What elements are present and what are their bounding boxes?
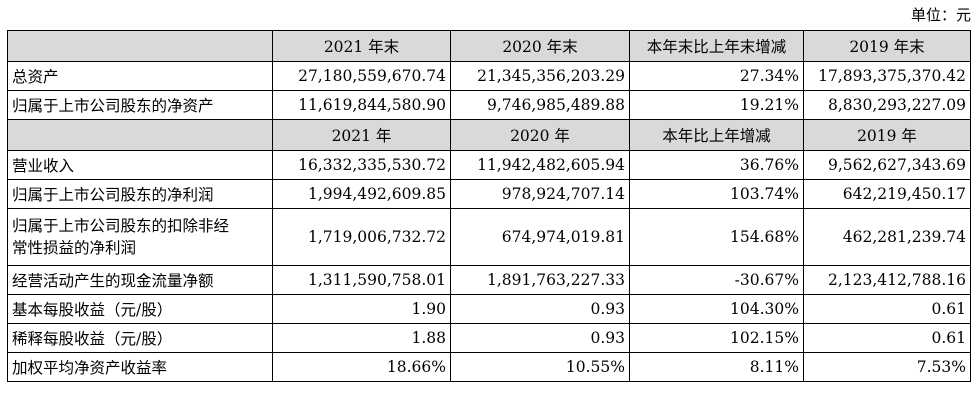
cell-value: 462,281,239.74 <box>803 208 971 266</box>
header-2021-end: 2021 年末 <box>272 30 451 62</box>
cell-value: 1,719,006,732.72 <box>272 208 451 266</box>
cell-value: 1.88 <box>272 323 451 353</box>
row-label: 稀释每股收益（元/股） <box>7 323 273 353</box>
balance-header-row: 2021 年末 2020 年末 本年末比上年末增减 2019 年末 <box>7 30 971 62</box>
row-label-line2: 常性损益的净利润 <box>12 239 137 257</box>
cell-value: 1.90 <box>272 294 451 324</box>
row-label: 归属于上市公司股东的净资产 <box>7 90 273 120</box>
cell-value: 11,619,844,580.90 <box>272 90 451 120</box>
header-blank-cell <box>7 119 273 151</box>
cell-value: 27,180,559,670.74 <box>272 61 451 91</box>
cell-value: 0.61 <box>803 294 971 324</box>
row-label: 基本每股收益（元/股） <box>7 294 273 324</box>
income-header-row: 2021 年 2020 年 本年比上年增减 2019 年 <box>7 119 971 151</box>
header-2021: 2021 年 <box>272 119 451 151</box>
cell-value: 7.53% <box>803 352 971 382</box>
header-change-end: 本年末比上年末增减 <box>629 30 804 62</box>
cell-value: 0.93 <box>450 323 630 353</box>
table-row: 归属于上市公司股东的净资产 11,619,844,580.90 9,746,98… <box>7 90 971 120</box>
table-row: 加权平均净资产收益率 18.66% 10.55% 8.11% 7.53% <box>7 352 971 382</box>
cell-value: 1,311,590,758.01 <box>272 265 451 295</box>
cell-value: 674,974,019.81 <box>450 208 630 266</box>
header-2020: 2020 年 <box>450 119 630 151</box>
cell-value: 9,746,985,489.88 <box>450 90 630 120</box>
cell-value: -30.67% <box>629 265 804 295</box>
table-row: 营业收入 16,332,335,530.72 11,942,482,605.94… <box>7 150 971 180</box>
cell-value: 0.61 <box>803 323 971 353</box>
cell-value: 10.55% <box>450 352 630 382</box>
row-label: 加权平均净资产收益率 <box>7 352 273 382</box>
unit-label: 单位：元 <box>910 6 971 24</box>
row-label: 归属于上市公司股东的扣除非经 常性损益的净利润 <box>7 208 273 266</box>
row-label: 营业收入 <box>7 150 273 180</box>
header-2020-end: 2020 年末 <box>450 30 630 62</box>
header-2019: 2019 年 <box>803 119 971 151</box>
cell-value: 8.11% <box>629 352 804 382</box>
table-row: 稀释每股收益（元/股） 1.88 0.93 102.15% 0.61 <box>7 323 971 353</box>
cell-value: 19.21% <box>629 90 804 120</box>
cell-value: 11,942,482,605.94 <box>450 150 630 180</box>
cell-value: 2,123,412,788.16 <box>803 265 971 295</box>
cell-value: 0.93 <box>450 294 630 324</box>
table-row: 基本每股收益（元/股） 1.90 0.93 104.30% 0.61 <box>7 294 971 324</box>
cell-value: 1,994,492,609.85 <box>272 179 451 209</box>
table-row: 归属于上市公司股东的净利润 1,994,492,609.85 978,924,7… <box>7 179 971 209</box>
table-row: 经营活动产生的现金流量净额 1,311,590,758.01 1,891,763… <box>7 265 971 295</box>
cell-value: 36.76% <box>629 150 804 180</box>
cell-value: 642,219,450.17 <box>803 179 971 209</box>
cell-value: 17,893,375,370.42 <box>803 61 971 91</box>
cell-value: 9,562,627,343.69 <box>803 150 971 180</box>
cell-value: 21,345,356,203.29 <box>450 61 630 91</box>
cell-value: 8,830,293,227.09 <box>803 90 971 120</box>
cell-value: 27.34% <box>629 61 804 91</box>
cell-value: 18.66% <box>272 352 451 382</box>
cell-value: 16,332,335,530.72 <box>272 150 451 180</box>
cell-value: 978,924,707.14 <box>450 179 630 209</box>
cell-value: 154.68% <box>629 208 804 266</box>
row-label: 经营活动产生的现金流量净额 <box>7 265 273 295</box>
cell-value: 102.15% <box>629 323 804 353</box>
header-2019-end: 2019 年末 <box>803 30 971 62</box>
cell-value: 103.74% <box>629 179 804 209</box>
table-row: 归属于上市公司股东的扣除非经 常性损益的净利润 1,719,006,732.72 … <box>7 208 971 266</box>
table-row: 总资产 27,180,559,670.74 21,345,356,203.29 … <box>7 61 971 91</box>
row-label: 归属于上市公司股东的净利润 <box>7 179 273 209</box>
row-label: 总资产 <box>7 61 273 91</box>
cell-value: 1,891,763,227.33 <box>450 265 630 295</box>
cell-value: 104.30% <box>629 294 804 324</box>
header-change: 本年比上年增减 <box>629 119 804 151</box>
financial-summary-table: 2021 年末 2020 年末 本年末比上年末增减 2019 年末 总资产 27… <box>7 30 971 382</box>
row-label-line1: 归属于上市公司股东的扣除非经 <box>12 217 230 235</box>
header-blank-cell <box>7 30 273 62</box>
